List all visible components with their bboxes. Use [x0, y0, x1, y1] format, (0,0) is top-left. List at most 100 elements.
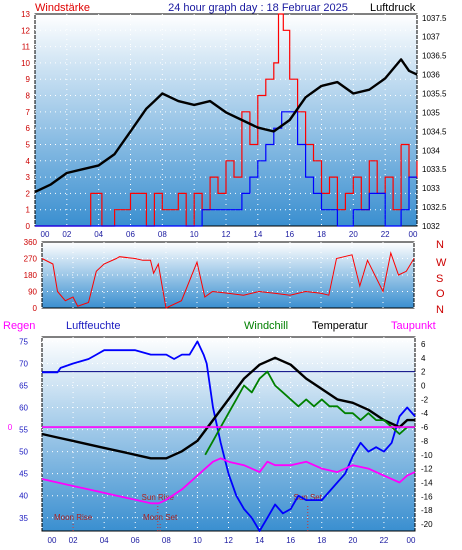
time-tick-label: 00 [407, 536, 416, 545]
temperature-tick-label: -10 [421, 451, 433, 460]
temperature-tick-label: -20 [421, 520, 433, 529]
wind-tick-label: 7 [26, 108, 31, 117]
wind-pressure-series [34, 13, 418, 227]
wind-axis-title: Windstärke [35, 2, 90, 14]
annotation-moon-set: Moon Set [143, 513, 178, 522]
compass-label-n: N [436, 304, 444, 316]
pressure-tick-label: 1035.5 [422, 90, 447, 99]
temperature-tick-label: 2 [421, 368, 426, 377]
time-axis-bottom: 00 02 04 06 08 10 12 14 16 18 20 22 00 [48, 536, 416, 545]
wind-tick-label: 5 [26, 140, 31, 149]
wind-tick-label: 1 [26, 206, 31, 215]
pressure-tick-label: 1034.5 [422, 127, 447, 136]
time-tick-label: 14 [255, 536, 264, 545]
humidity-tick-label: 70 [19, 359, 28, 368]
wind-tick-label: 11 [22, 43, 31, 52]
time-tick-label: 04 [94, 230, 103, 239]
time-tick-label: 00 [48, 536, 57, 545]
humidity-temperature-grid [41, 337, 416, 531]
direction-tick-label: 0 [33, 304, 38, 313]
wind-tick-label: 12 [21, 26, 30, 35]
time-tick-label: 12 [224, 536, 233, 545]
wind-tick-label: 10 [21, 59, 30, 68]
temperature-tick-label: -8 [421, 437, 429, 446]
wind-direction-grid [41, 242, 415, 308]
time-tick-label: 08 [162, 536, 171, 545]
series-luftfeuchte [42, 340, 416, 532]
pressure-tick-label: 1037 [422, 33, 440, 42]
temperature-tick-label: -2 [421, 395, 429, 404]
rain-axis-title: Regen [3, 320, 35, 332]
pressure-tick-label: 1037.5 [422, 14, 447, 23]
rain-tick-label: 0 [8, 423, 13, 432]
wind-tick-label: 6 [26, 124, 31, 133]
compass-label-n: N [436, 239, 444, 251]
wind-tick-label: 2 [26, 189, 31, 198]
temperature-axis: 6 4 2 0 -2 -4 -6 -8 -10 -12 -14 -16 -18 -20 [421, 340, 433, 529]
series-windrichtung [41, 251, 415, 309]
time-tick-label: 22 [379, 536, 388, 545]
humidity-tick-label: 75 [19, 337, 28, 346]
humidity-tick-label: 35 [19, 514, 28, 523]
time-tick-label: 16 [286, 536, 295, 545]
series-windchill [204, 370, 415, 456]
time-tick-label: 18 [317, 536, 326, 545]
humidity-tick-label: 60 [19, 404, 28, 413]
direction-tick-label: 270 [24, 255, 38, 264]
time-tick-label: 00 [409, 230, 418, 239]
dewpoint-legend: Taupunkt [391, 320, 436, 332]
humidity-axis-title: Luftfeuchte [66, 320, 120, 332]
time-tick-label: 02 [62, 230, 71, 239]
pressure-tick-label: 1032 [422, 222, 440, 231]
temperature-tick-label: -18 [421, 506, 433, 515]
series-taupunkt [41, 457, 416, 505]
pressure-tick-label: 1036 [422, 71, 440, 80]
humidity-tick-label: 40 [19, 492, 28, 501]
temperature-legend: Temperatur [312, 320, 368, 332]
direction-tick-label: 180 [24, 271, 38, 280]
humidity-temperature-plot-area [41, 336, 416, 532]
astro-annotations: Moon Rise Sun Rise Moon Set Sun Set [54, 493, 323, 531]
time-tick-label: 04 [100, 536, 109, 545]
time-tick-label: 10 [190, 230, 199, 239]
time-tick-label: 18 [317, 230, 326, 239]
temperature-tick-label: -4 [421, 409, 429, 418]
time-tick-label: 12 [222, 230, 231, 239]
wind-direction-axis: 0 90 180 270 360 [24, 238, 38, 313]
wind-tick-label: 9 [26, 75, 31, 84]
humidity-axis: 35 40 45 50 55 60 65 70 75 [19, 337, 28, 522]
time-tick-label: 02 [69, 536, 78, 545]
windchill-legend: Windchill [244, 320, 288, 332]
chart-title: 24 hour graph day : 18 Februar 2025 [168, 2, 348, 14]
annotation-sun-set: Sun Set [294, 493, 323, 502]
temperature-tick-label: -6 [421, 423, 429, 432]
compass-label-o: O [436, 288, 445, 300]
series-temperatur [41, 356, 415, 460]
humidity-temperature-series [41, 340, 416, 532]
pressure-tick-label: 1033 [422, 184, 440, 193]
temperature-tick-label: 0 [421, 382, 426, 391]
compass-label-s: S [436, 273, 443, 285]
pressure-tick-label: 1034 [422, 146, 440, 155]
temperature-tick-label: -16 [421, 492, 433, 501]
pressure-tick-label: 1036.5 [422, 52, 447, 61]
rain-axis: 0 [8, 423, 13, 432]
pressure-axis-title: Luftdruck [370, 2, 416, 14]
pressure-axis: 1032 1032.5 1033 1033.5 1034 1034.5 1035 1035.5… [422, 14, 447, 231]
wind-tick-label: 8 [26, 92, 31, 101]
time-tick-label: 06 [131, 536, 140, 545]
annotation-moon-rise: Moon Rise [54, 513, 93, 522]
wind-tick-label: 3 [26, 173, 31, 182]
time-tick-label: 06 [126, 230, 135, 239]
humidity-tick-label: 50 [19, 448, 28, 457]
compass-label-w: W [436, 257, 447, 269]
pressure-tick-label: 1033.5 [422, 165, 447, 174]
pressure-tick-label: 1035 [422, 108, 440, 117]
wind-tick-label: 0 [26, 222, 31, 231]
temperature-tick-label: 4 [421, 354, 426, 363]
temperature-tick-label: -14 [421, 479, 433, 488]
